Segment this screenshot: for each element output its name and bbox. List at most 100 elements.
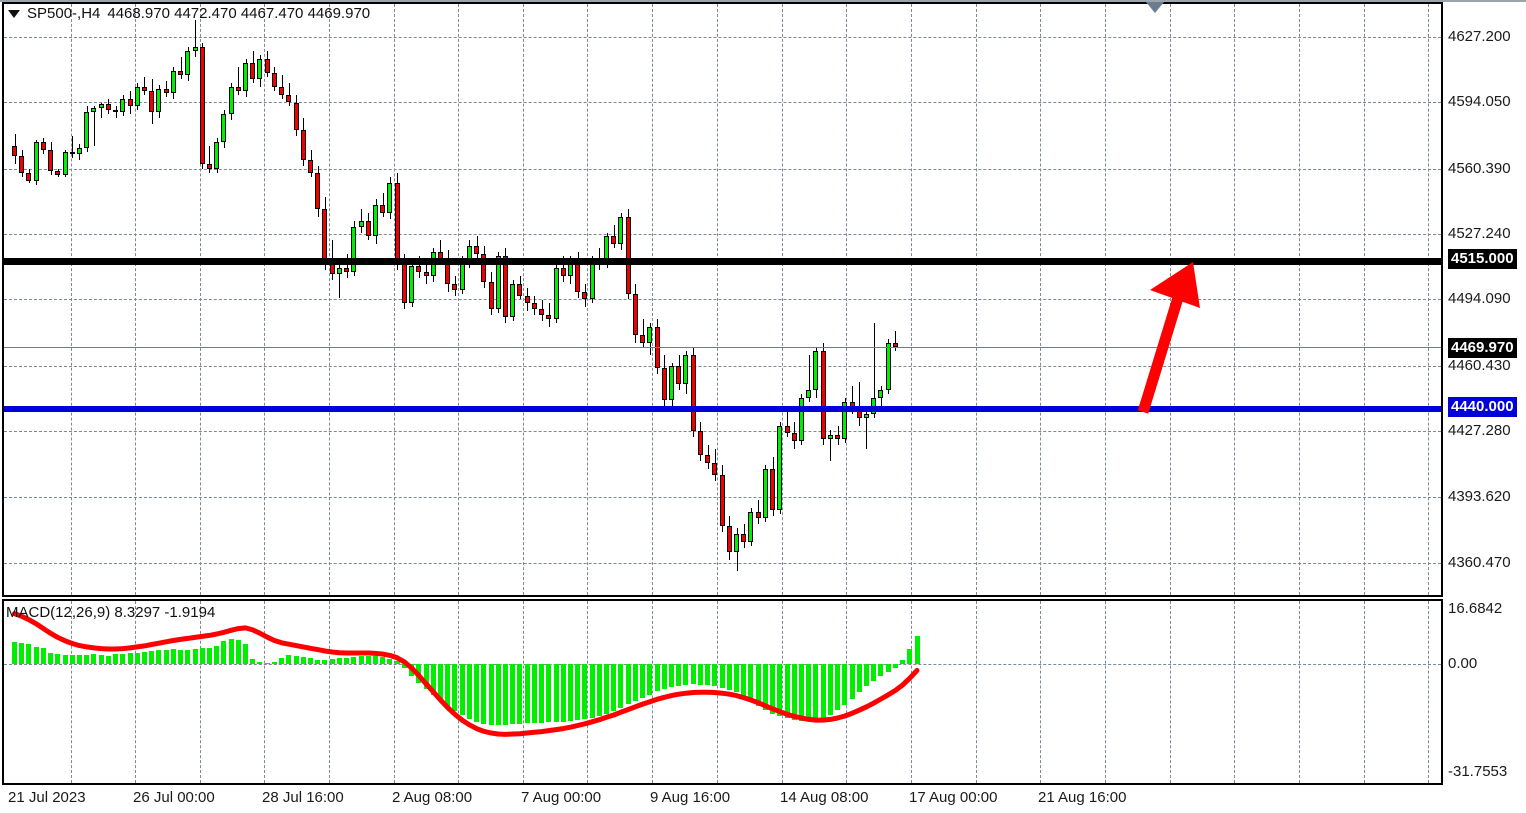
candle-bullish[interactable]	[886, 342, 891, 391]
candle-bearish[interactable]	[503, 256, 508, 318]
candle-bearish[interactable]	[792, 433, 797, 442]
candle-bullish[interactable]	[99, 104, 104, 109]
candle-bullish[interactable]	[63, 151, 68, 176]
candle-bearish[interactable]	[380, 204, 385, 213]
candle-bullish[interactable]	[243, 63, 248, 91]
candle-bearish[interactable]	[322, 208, 327, 263]
candle-bearish[interactable]	[315, 173, 320, 209]
candle-bullish[interactable]	[878, 390, 883, 398]
triangle-down-marker-icon[interactable]	[1146, 2, 1164, 13]
candle-bullish[interactable]	[799, 398, 804, 442]
price-level-tag[interactable]: 4469.970	[1448, 337, 1517, 358]
candle-bullish[interactable]	[214, 141, 219, 170]
candle-bearish[interactable]	[286, 94, 291, 103]
price-level-line[interactable]	[4, 346, 1441, 348]
candle-bullish[interactable]	[460, 262, 465, 290]
candle-bearish[interactable]	[474, 246, 479, 255]
candle-bearish[interactable]	[582, 291, 587, 300]
candle-bearish[interactable]	[517, 283, 522, 296]
candle-bearish[interactable]	[366, 220, 371, 237]
candle-bearish[interactable]	[19, 155, 24, 174]
candle-bearish[interactable]	[164, 88, 169, 93]
price-level-line[interactable]	[4, 258, 1441, 266]
candle-bullish[interactable]	[510, 283, 515, 318]
candle-bullish[interactable]	[387, 183, 392, 213]
candle-bearish[interactable]	[821, 350, 826, 440]
candle-bullish[interactable]	[156, 88, 161, 113]
price-axis[interactable]: 4627.200 4594.050 4560.390 4527.240 4494.090…	[1445, 2, 1526, 597]
candle-bearish[interactable]	[481, 254, 486, 282]
candle-bullish[interactable]	[647, 327, 652, 343]
candle-bearish[interactable]	[770, 468, 775, 511]
candle-bullish[interactable]	[828, 435, 833, 440]
candle-bearish[interactable]	[149, 90, 154, 113]
candle-bearish[interactable]	[279, 86, 284, 95]
candle-bearish[interactable]	[626, 216, 631, 294]
candle-bearish[interactable]	[70, 151, 75, 154]
candle-bearish[interactable]	[301, 130, 306, 160]
candle-bearish[interactable]	[395, 183, 400, 265]
candle-bullish[interactable]	[777, 425, 782, 511]
candle-bullish[interactable]	[77, 147, 82, 154]
candle-bearish[interactable]	[539, 309, 544, 316]
candle-bullish[interactable]	[813, 350, 818, 391]
candle-bullish[interactable]	[229, 86, 234, 115]
macd-axis[interactable]: 16.6842 0.00 -31.7553	[1445, 599, 1526, 785]
candle-bearish[interactable]	[756, 512, 761, 519]
price-level-tag[interactable]: 4515.000	[1448, 249, 1517, 270]
candle-bullish[interactable]	[734, 533, 739, 552]
candle-bullish[interactable]	[34, 141, 39, 182]
candle-bearish[interactable]	[712, 463, 717, 475]
candle-bullish[interactable]	[763, 468, 768, 519]
candle-bearish[interactable]	[41, 141, 46, 150]
candle-bearish[interactable]	[265, 59, 270, 73]
candle-bearish[interactable]	[893, 342, 898, 347]
candle-bullish[interactable]	[135, 86, 140, 107]
candle-bearish[interactable]	[55, 171, 60, 176]
price-chart-panel[interactable]	[2, 2, 1443, 597]
macd-indicator-panel[interactable]	[2, 599, 1443, 785]
candle-bullish[interactable]	[409, 266, 414, 304]
candle-bearish[interactable]	[142, 86, 147, 91]
candle-bullish[interactable]	[84, 112, 89, 148]
candle-bullish[interactable]	[91, 108, 96, 113]
candle-bullish[interactable]	[193, 47, 198, 52]
candle-bearish[interactable]	[128, 98, 133, 107]
candle-bearish[interactable]	[416, 266, 421, 272]
candle-bearish[interactable]	[106, 104, 111, 111]
candle-bearish[interactable]	[705, 455, 710, 463]
candle-bearish[interactable]	[720, 474, 725, 527]
candle-bearish[interactable]	[835, 435, 840, 440]
candle-bullish[interactable]	[351, 226, 356, 272]
candle-bearish[interactable]	[546, 315, 551, 320]
candle-bullish[interactable]	[185, 51, 190, 75]
candle-bullish[interactable]	[171, 70, 176, 93]
macd-plot-area[interactable]	[4, 601, 1441, 783]
candle-bearish[interactable]	[250, 63, 255, 79]
candle-bullish[interactable]	[257, 59, 262, 79]
candle-bearish[interactable]	[633, 293, 638, 335]
candle-bearish[interactable]	[640, 334, 645, 343]
candle-bearish[interactable]	[48, 149, 53, 172]
candle-bearish[interactable]	[12, 145, 17, 156]
candle-bearish[interactable]	[698, 431, 703, 456]
price-level-tag[interactable]: 4440.000	[1448, 396, 1517, 417]
candle-bullish[interactable]	[590, 260, 595, 300]
candle-bullish[interactable]	[683, 354, 688, 385]
candle-bearish[interactable]	[691, 354, 696, 432]
candle-bullish[interactable]	[337, 267, 342, 274]
candle-bearish[interactable]	[178, 70, 183, 75]
price-level-line[interactable]	[4, 405, 1441, 412]
candle-bullish[interactable]	[618, 216, 623, 245]
candle-bearish[interactable]	[662, 368, 667, 400]
candle-bearish[interactable]	[525, 295, 530, 304]
candle-bearish[interactable]	[611, 236, 616, 245]
candle-bearish[interactable]	[785, 425, 790, 434]
candle-bearish[interactable]	[200, 47, 205, 164]
price-plot-area[interactable]	[4, 4, 1441, 595]
candle-bearish[interactable]	[294, 102, 299, 131]
candle-bearish[interactable]	[207, 163, 212, 170]
candle-bullish[interactable]	[373, 204, 378, 237]
candle-bullish[interactable]	[669, 366, 674, 400]
candle-bearish[interactable]	[532, 303, 537, 310]
